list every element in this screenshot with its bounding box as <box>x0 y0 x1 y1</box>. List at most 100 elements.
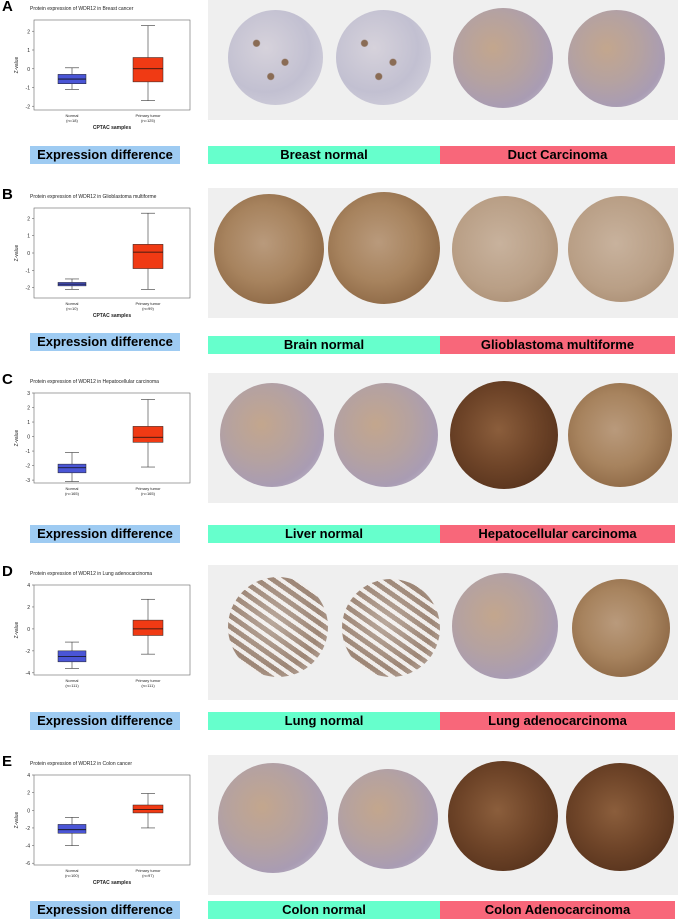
x-category-count: (n=165) <box>141 491 156 496</box>
panel-b: B Protein expression of WDR12 in Gliobla… <box>0 186 679 356</box>
normal-tissue-label: Brain normal <box>208 336 440 354</box>
y-axis-label: Z-value <box>14 429 20 446</box>
plot-frame <box>33 584 191 676</box>
tissue-image-strip <box>208 565 678 700</box>
tumor-tissue-label: Colon Adenocarcinoma <box>440 901 675 919</box>
box-plot-chart: Protein expression of WDR12 in Breast ca… <box>14 6 191 131</box>
y-tick-label: 0 <box>27 435 30 441</box>
chart-title: Protein expression of WDR12 in Hepatocel… <box>30 379 159 385</box>
tissue-core-tumor-2 <box>566 763 674 871</box>
y-tick-label: -2 <box>26 286 31 292</box>
y-tick-label: 1 <box>27 234 30 240</box>
chart-title: Protein expression of WDR12 in Colon can… <box>30 761 132 767</box>
tissue-core-tumor-1 <box>453 8 553 108</box>
panel-letter: B <box>2 186 13 203</box>
y-tick-label: 4 <box>27 583 30 589</box>
tissue-core-normal-2 <box>334 383 438 487</box>
tissue-core-normal-1 <box>228 577 328 677</box>
y-tick-label: 0 <box>27 251 30 257</box>
tissue-core-normal-1 <box>218 763 328 873</box>
x-category-count: (n=99) <box>142 306 154 311</box>
box-tumor <box>132 57 164 83</box>
tumor-tissue-label: Hepatocellular carcinoma <box>440 525 675 543</box>
box-tumor <box>132 619 164 636</box>
tumor-tissue-label: Lung adenocarcinoma <box>440 712 675 730</box>
panel-d: D Protein expression of WDR12 in Lung ad… <box>0 563 679 737</box>
x-category-count: (n=165) <box>65 491 80 496</box>
tissue-core-normal-2 <box>336 10 431 105</box>
x-category-label: Normal <box>66 678 79 683</box>
y-tick-label: 0 <box>27 627 30 633</box>
y-tick-label: 3 <box>27 391 30 397</box>
box-plot-chart: Protein expression of WDR12 in Lung aden… <box>14 571 191 688</box>
box-tumor <box>132 244 164 269</box>
normal-tissue-label: Lung normal <box>208 712 440 730</box>
box-normal <box>57 824 87 834</box>
tissue-core-tumor-1 <box>450 381 558 489</box>
x-axis-label: CPTAC samples <box>93 125 131 131</box>
panel-a: A Protein expression of WDR12 in Breast … <box>0 0 679 165</box>
tissue-core-tumor-2 <box>568 10 665 107</box>
y-tick-label: -4 <box>26 671 31 677</box>
x-category-label: Primary tumor <box>135 301 161 306</box>
normal-tissue-label: Colon normal <box>208 901 440 919</box>
y-tick-label: -1 <box>26 449 31 455</box>
x-axis-label: CPTAC samples <box>93 880 131 886</box>
expression-difference-label: Expression difference <box>30 333 180 351</box>
x-category-label: Primary tumor <box>135 113 161 118</box>
tissue-image-strip <box>208 755 678 895</box>
x-axis-label: CPTAC samples <box>93 313 131 319</box>
chart-title: Protein expression of WDR12 in Breast ca… <box>30 6 134 12</box>
plot-frame <box>33 207 191 299</box>
tissue-core-tumor-2 <box>572 579 670 677</box>
normal-tissue-label: Breast normal <box>208 146 440 164</box>
box-tumor <box>132 804 164 814</box>
expression-difference-label: Expression difference <box>30 901 180 919</box>
tissue-core-normal-2 <box>338 769 438 869</box>
tissue-core-tumor-1 <box>452 196 558 302</box>
y-axis-label: Z-value <box>14 244 20 261</box>
x-category-count: (n=97) <box>142 873 154 878</box>
y-tick-label: 2 <box>27 216 30 222</box>
tissue-core-tumor-2 <box>568 383 672 487</box>
x-category-label: Normal <box>66 301 79 306</box>
tissue-core-tumor-1 <box>452 573 558 679</box>
y-axis-label: Z-value <box>14 56 20 73</box>
panel-letter: A <box>2 0 13 15</box>
tissue-core-normal-1 <box>214 194 324 304</box>
panel-e: E Protein expression of WDR12 in Colon c… <box>0 753 679 921</box>
y-tick-label: 1 <box>27 48 30 54</box>
tissue-core-normal-2 <box>328 192 440 304</box>
x-category-count: (n=111) <box>65 683 79 688</box>
x-category-count: (n=125) <box>141 118 156 123</box>
panel-letter: C <box>2 371 13 388</box>
tumor-tissue-label: Glioblastoma multiforme <box>440 336 675 354</box>
x-category-label: Normal <box>66 868 79 873</box>
x-category-count: (n=18) <box>66 118 78 123</box>
x-category-label: Primary tumor <box>135 486 161 491</box>
y-tick-label: 4 <box>27 773 30 779</box>
normal-tissue-label: Liver normal <box>208 525 440 543</box>
y-tick-label: 0 <box>27 67 30 73</box>
tissue-core-tumor-2 <box>568 196 674 302</box>
x-category-count: (n=100) <box>65 873 80 878</box>
plot-frame <box>33 392 191 484</box>
y-tick-label: -4 <box>26 844 31 850</box>
tissue-core-normal-2 <box>342 579 440 677</box>
box-normal <box>57 463 87 474</box>
x-category-count: (n=111) <box>141 683 155 688</box>
panel-letter: D <box>2 563 13 580</box>
tumor-tissue-label: Duct Carcinoma <box>440 146 675 164</box>
x-category-count: (n=10) <box>66 306 78 311</box>
tissue-core-normal-1 <box>228 10 323 105</box>
y-tick-label: 2 <box>27 29 30 35</box>
chart-title: Protein expression of WDR12 in Lung aden… <box>30 571 152 577</box>
y-tick-label: 1 <box>27 420 30 426</box>
y-tick-label: 2 <box>27 605 30 611</box>
y-tick-label: 0 <box>27 808 30 814</box>
expression-difference-label: Expression difference <box>30 525 180 543</box>
panel-c: C Protein expression of WDR12 in Hepatoc… <box>0 371 679 546</box>
chart-title: Protein expression of WDR12 in Glioblast… <box>30 194 157 200</box>
x-category-label: Normal <box>66 113 79 118</box>
y-tick-label: -2 <box>26 826 31 832</box>
